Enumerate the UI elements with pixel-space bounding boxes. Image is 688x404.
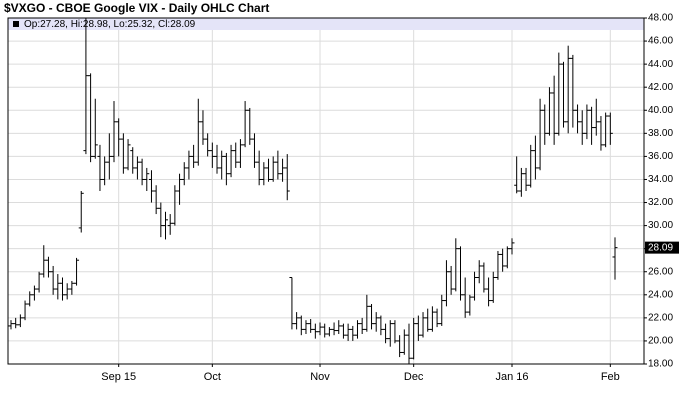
x-tick-label: Oct [204,371,221,383]
x-tick-label: Nov [310,371,330,383]
x-tick-label: Sep 15 [101,371,136,383]
y-tick-label: 42.00 [648,82,673,93]
info-icon [13,21,19,27]
y-tick-label: 24.00 [648,289,673,300]
y-tick-label: 46.00 [648,36,673,47]
y-tick-label: 48.00 [648,13,673,24]
chart-title: $VXGO - CBOE Google VIX - Daily OHLC Cha… [4,1,269,15]
y-tick-label: 38.00 [648,128,673,139]
y-tick-label: 26.00 [648,266,673,277]
x-tick-label: Feb [601,371,620,383]
y-tick-label: 34.00 [648,174,673,185]
info-text: Op:27.28, Hi:28.98, Lo:25.32, Cl:28.09 [24,19,196,30]
x-tick-label: Jan 16 [495,371,528,383]
y-tick-label: 30.00 [648,220,673,231]
plot-area [7,17,645,365]
y-tick-label: 20.00 [648,336,673,347]
last-price-label: 28.09 [648,242,673,253]
y-tick-label: 32.00 [648,197,673,208]
y-tick-label: 18.00 [648,359,673,370]
y-tick-label: 44.00 [648,59,673,70]
y-tick-label: 22.00 [648,313,673,324]
y-tick-label: 40.00 [648,105,673,116]
x-tick-label: Dec [404,371,424,383]
last-price-box [645,241,679,254]
info-band [8,18,644,30]
y-tick-label: 36.00 [648,151,673,162]
